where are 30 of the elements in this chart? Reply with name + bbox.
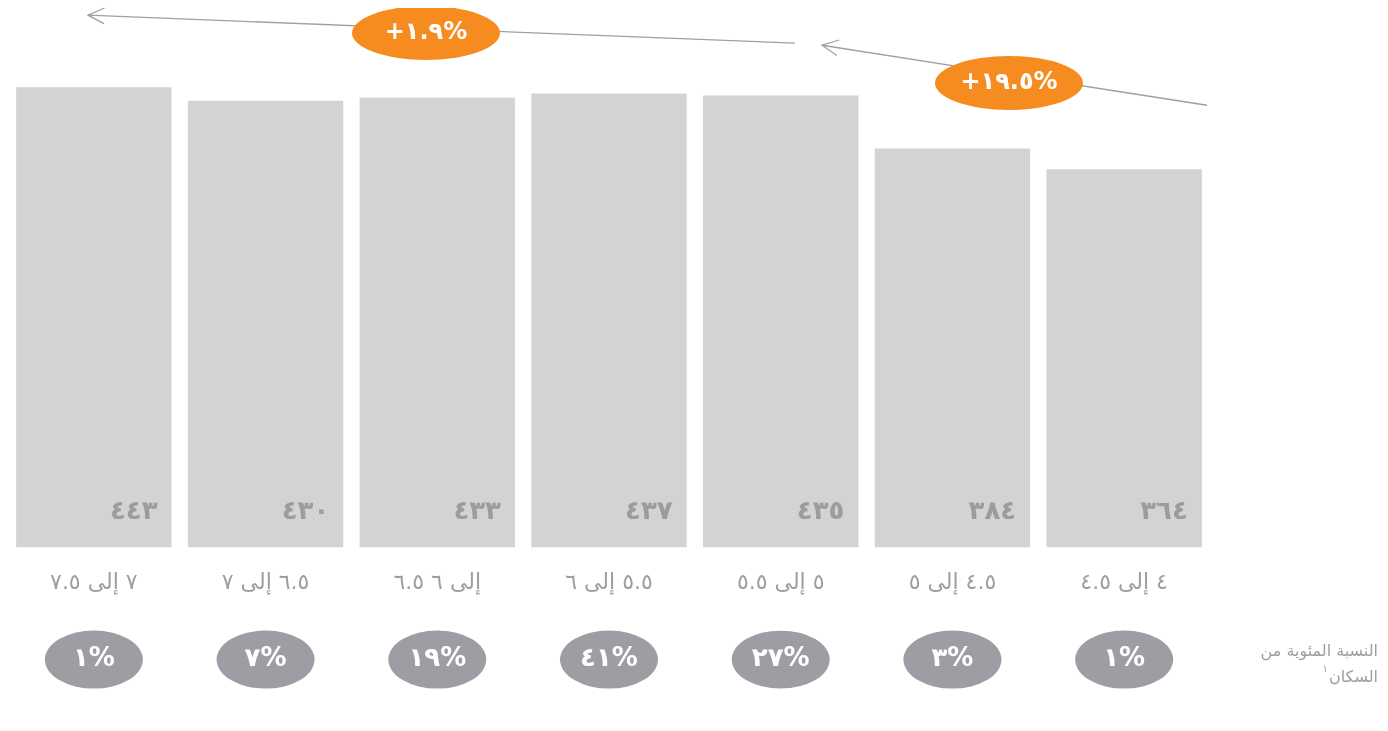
text: ٢٧% (751, 642, 810, 673)
bar (187, 100, 344, 548)
data-label: ٤٣٠ (281, 495, 330, 526)
text: ١% (72, 642, 115, 673)
text: ١% (1103, 642, 1146, 673)
data-label: ٣٦٤ (1140, 495, 1188, 526)
bar (16, 87, 172, 548)
text: ١٩% (408, 642, 467, 673)
x-tick-label: ٤.٥ إلى ٥ (908, 568, 997, 595)
data-label: ٤٣٣ (453, 495, 502, 526)
bar (1046, 169, 1202, 548)
bar (359, 97, 515, 548)
x-tick-label: ٤ إلى ٤.٥ (1080, 568, 1168, 595)
annotation: +١٩.٥% (960, 67, 1058, 96)
x-tick-label: ٦.٥ إلى ٧ (221, 568, 310, 595)
data-label: ٤٣٧ (625, 495, 673, 526)
bar (703, 95, 859, 548)
bar (531, 93, 687, 548)
data-label: ٤٣٥ (796, 495, 845, 526)
data-label: ٣٨٤ (968, 495, 1017, 526)
x-tick-label: ٧ إلى ٧.٥ (50, 568, 138, 595)
text: ٣% (931, 642, 974, 673)
data-label: ٤٤٣ (109, 495, 158, 526)
text: ٧% (244, 642, 287, 673)
bar (874, 148, 1031, 548)
text: ٤١% (580, 642, 638, 673)
x-tick-label: ٥ إلى ٥.٥ (736, 568, 825, 595)
text: +١.٩% (384, 17, 468, 46)
x-tick-label: ٥.٥ إلى ٦ (565, 568, 653, 595)
x-tick-label: إلى ٦ ٦.٥ (393, 568, 482, 595)
